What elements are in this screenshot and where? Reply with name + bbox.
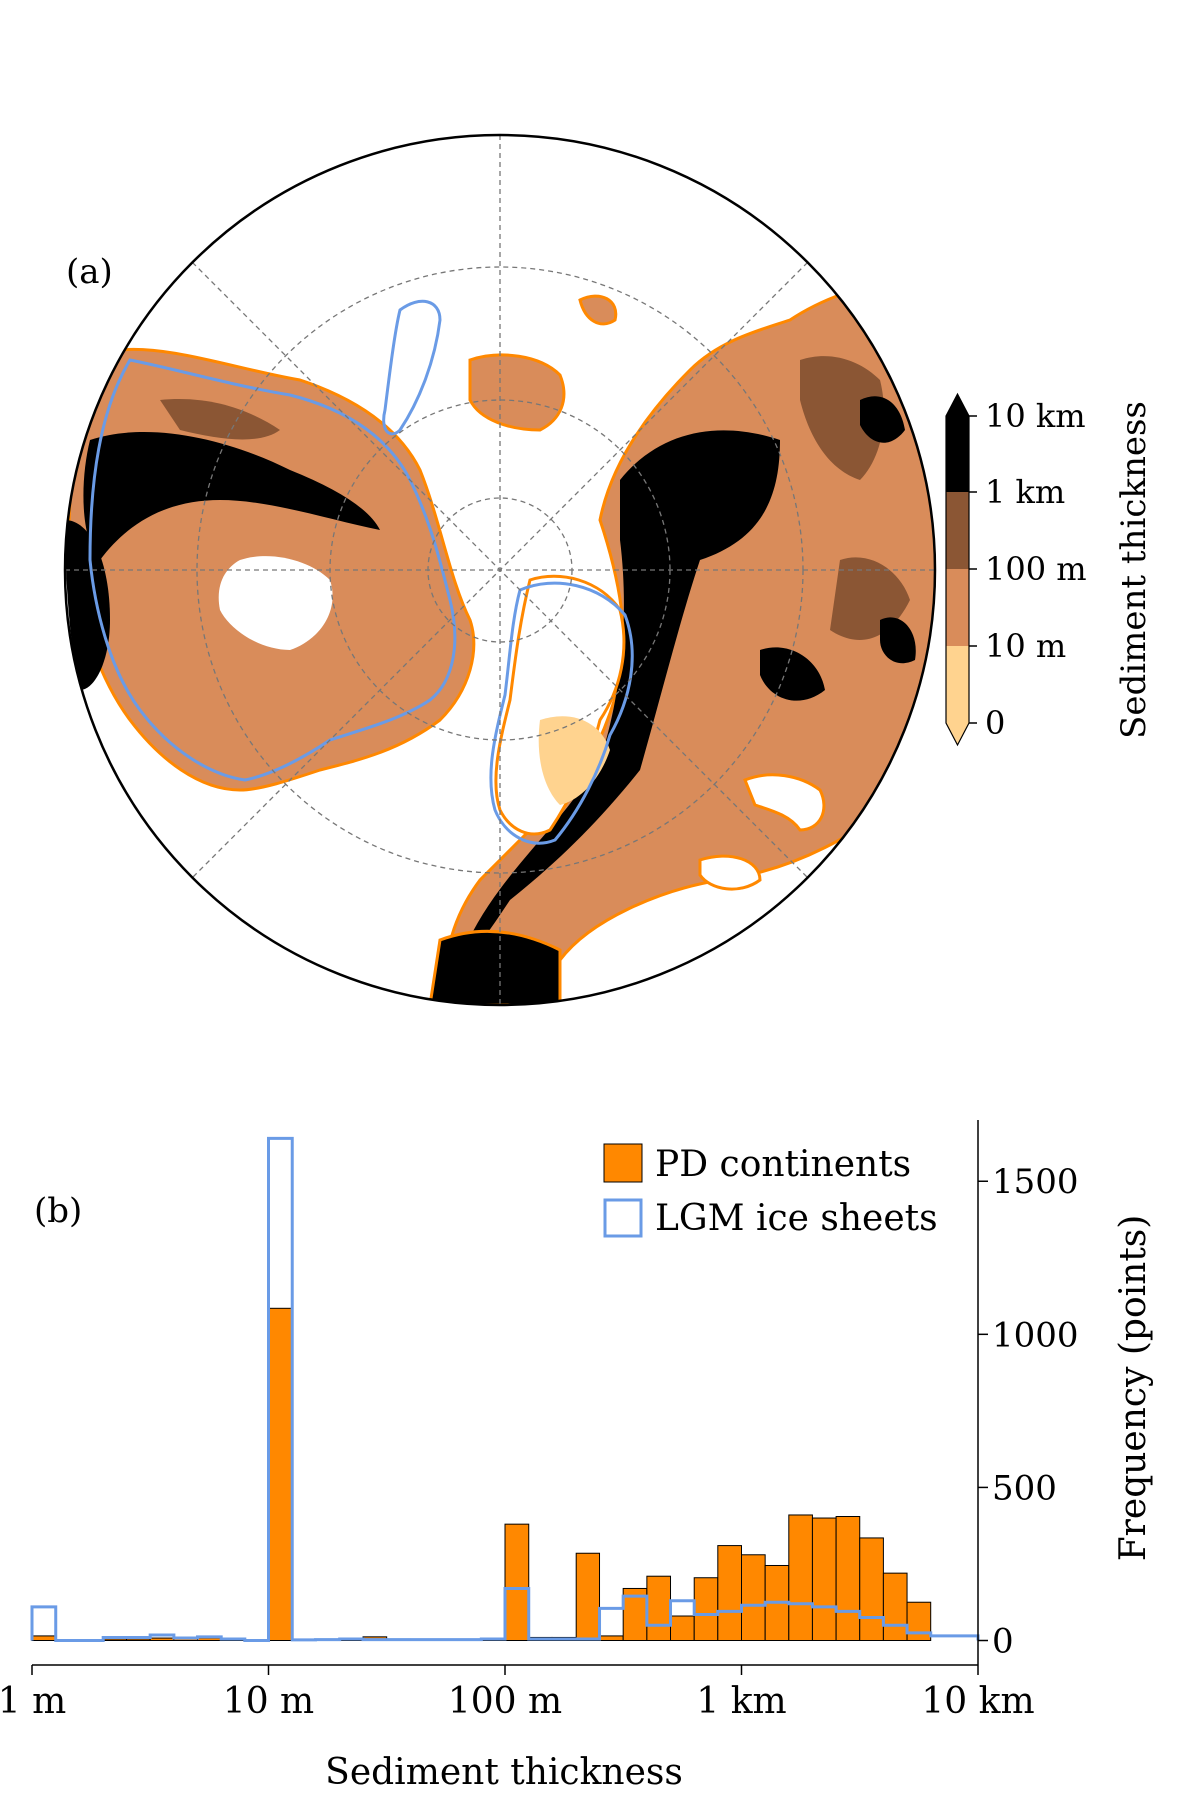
y-tick-label: 500	[992, 1468, 1057, 1508]
pd-bar	[882, 1572, 908, 1642]
y-axis-label: Frequency (points)	[1113, 1215, 1154, 1562]
pd-bar	[906, 1601, 932, 1642]
eurasia-black-patches	[760, 396, 916, 701]
pd-bar	[670, 1615, 695, 1642]
pd-bar	[504, 1523, 530, 1642]
histogram: (b) 1 m 10 m 100 m 1 km 10 km 0 500 1000 1500 PD…	[0, 1120, 1154, 1793]
y-tick-label: 1000	[992, 1315, 1079, 1355]
north-america-thick-west	[65, 520, 110, 690]
colorbar-bin-2	[946, 492, 969, 569]
pd-bar	[717, 1545, 743, 1642]
pd-bar	[197, 1637, 222, 1642]
x-tick-label: 10 km	[921, 1681, 1034, 1722]
colorbar-extend-top	[946, 394, 969, 416]
x-tick-label: 1 m	[0, 1681, 66, 1722]
pd-bar	[149, 1637, 175, 1642]
pd-bar	[31, 1635, 57, 1642]
legend-swatch-pd	[603, 1143, 643, 1183]
north-america-bare	[218, 556, 333, 650]
colorbar-extend-bottom	[946, 723, 969, 745]
colorbar-label: Sediment thickness	[1114, 401, 1154, 739]
colorbar-bin-1	[946, 569, 969, 646]
colorbar-tick-label: 0	[985, 704, 1005, 742]
colorbar-bin-0	[946, 646, 969, 723]
pd-bar	[811, 1517, 837, 1642]
pd-bar	[126, 1638, 151, 1642]
histogram-axes: 1 m 10 m 100 m 1 km 10 km 0 500 1000 1500	[0, 1120, 1079, 1722]
pd-bar	[835, 1516, 861, 1642]
colorbar-tick-label: 1 km	[985, 473, 1065, 511]
colorbar-ticks	[969, 415, 977, 724]
eurasia-white-lakes	[698, 773, 826, 891]
panel-a-label: (a)	[66, 252, 113, 292]
pd-bar	[268, 1307, 293, 1642]
eurasia-thick-sediment	[460, 430, 780, 960]
y-tick-label: 0	[992, 1622, 1014, 1662]
panel-b-label: (b)	[34, 1191, 82, 1231]
lgm-laurentide-outline	[88, 358, 457, 782]
polar-map: (a) 0 10 m 100 m 1 km 10 km Sediment thi…	[63, 133, 1154, 1007]
north-america-medium	[160, 399, 280, 440]
x-axis-label: Sediment thickness	[325, 1752, 683, 1793]
pd-bar	[741, 1554, 766, 1642]
colorbar-tick-label: 10 m	[985, 627, 1066, 665]
colorbar-bin-3	[946, 416, 969, 492]
pd-bar	[859, 1537, 884, 1642]
x-tick-label: 100 m	[448, 1681, 562, 1722]
lgm-arctic-outline	[382, 299, 442, 436]
map-boundary	[63, 133, 937, 1007]
y-tick-label: 1500	[992, 1162, 1079, 1202]
pd-bar	[788, 1514, 813, 1642]
pd-bars	[31, 1307, 932, 1642]
pd-bar	[599, 1635, 624, 1642]
pd-bar	[102, 1638, 128, 1642]
meridian-diagonal-2	[191, 261, 809, 879]
x-tick-label: 1 km	[696, 1681, 786, 1722]
arctic-islands	[468, 294, 618, 432]
legend-swatch-lgm	[603, 1198, 643, 1238]
legend-label-lgm: LGM ice sheets	[655, 1198, 938, 1239]
colorbar-tick-label: 100 m	[985, 550, 1087, 588]
africa-tip	[428, 929, 562, 1005]
pd-bar	[646, 1575, 672, 1642]
colorbar: 0 10 m 100 m 1 km 10 km Sediment thickne…	[945, 392, 1154, 747]
map-graticule	[65, 135, 935, 1005]
x-tick-label: 10 m	[223, 1681, 314, 1722]
lgm-greenland-outline	[489, 581, 634, 845]
north-america-thick-band	[83, 431, 380, 560]
legend: PD continents LGM ice sheets	[603, 1143, 938, 1239]
colorbar-tick-label: 10 km	[985, 397, 1086, 435]
legend-label-pd: PD continents	[655, 1144, 911, 1185]
pd-bar	[575, 1552, 601, 1642]
lgm-step-outline	[30, 1136, 980, 1643]
pd-bar	[693, 1577, 719, 1642]
